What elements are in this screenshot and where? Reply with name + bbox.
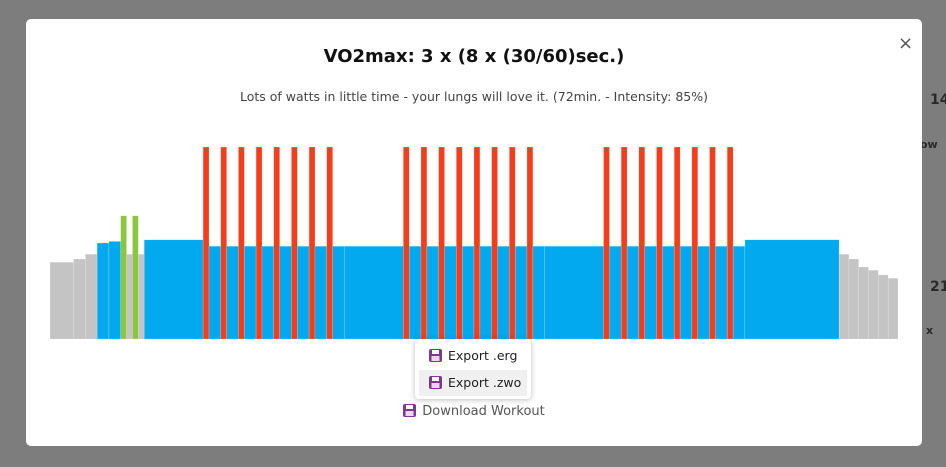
workout-segment — [138, 253, 145, 340]
workout-segment — [887, 277, 899, 340]
workout-segment — [85, 253, 98, 340]
workout-segment — [73, 258, 86, 340]
workout-segment — [638, 146, 646, 340]
workout-segment — [461, 245, 475, 340]
workout-segment — [426, 245, 439, 340]
workout-segment — [226, 245, 239, 340]
workout-segment — [514, 245, 528, 340]
workout-segment — [532, 245, 545, 340]
modal-description: Lots of watts in little time - your lung… — [240, 89, 708, 104]
workout-segment — [544, 245, 604, 340]
workout-segment — [526, 146, 534, 340]
bg-label: ow — [920, 138, 938, 151]
floppy-icon — [403, 404, 417, 417]
workout-segment — [403, 146, 410, 340]
workout-segment — [609, 245, 622, 340]
close-button[interactable]: × — [898, 33, 914, 54]
workout-segment — [208, 245, 222, 340]
workout-segment — [261, 245, 275, 340]
workout-segment — [444, 245, 457, 340]
bg-label: x — [926, 324, 934, 337]
workout-segment — [297, 245, 310, 340]
export-menu: Export .erg Export .zwo — [415, 339, 531, 399]
menu-label: Export .zwo — [448, 375, 522, 390]
workout-segment — [332, 245, 345, 340]
workout-segment — [691, 146, 699, 340]
workout-segment — [314, 245, 328, 340]
workout-segment — [96, 242, 110, 340]
workout-segment — [878, 274, 889, 340]
workout-segment — [744, 239, 840, 340]
workout-segment — [497, 245, 510, 340]
workout-segment — [132, 215, 139, 340]
workout-segment — [49, 261, 74, 340]
floppy-icon — [429, 376, 442, 389]
download-label: Download Workout — [422, 404, 545, 419]
menu-label: Export .erg — [448, 348, 518, 363]
workout-segment — [308, 146, 316, 340]
workout-segment — [673, 146, 681, 340]
workout-segment — [644, 245, 657, 340]
workout-segment — [656, 146, 663, 340]
workout-segment — [491, 146, 498, 340]
workout-segment — [108, 241, 121, 340]
workout-segment — [120, 215, 127, 340]
workout-segment — [438, 146, 445, 340]
workout-segment — [479, 245, 492, 340]
workout-segment — [143, 239, 204, 340]
export-erg[interactable]: Export .erg — [419, 343, 527, 369]
workout-segment — [838, 253, 850, 340]
bg-label: 14 — [930, 92, 946, 108]
workout-segment — [697, 245, 710, 340]
workout-segment — [291, 146, 298, 340]
workout-segment — [273, 146, 280, 340]
workout-segment — [732, 245, 746, 340]
workout-segment — [858, 266, 869, 340]
workout-segment — [420, 146, 428, 340]
floppy-icon — [429, 349, 442, 362]
workout-segment — [715, 245, 728, 340]
workout-segment — [126, 253, 133, 340]
workout-segment — [662, 245, 675, 340]
workout-segment — [244, 245, 257, 340]
workout-segment — [509, 146, 516, 340]
workout-segment — [279, 245, 292, 340]
workout-segment — [473, 146, 481, 340]
workout-segment — [408, 245, 422, 340]
workout-segment — [456, 146, 463, 340]
workout-segment — [603, 146, 610, 340]
workout-segment — [709, 146, 716, 340]
modal-title: VO2max: 3 x (8 x (30/60)sec.) — [323, 46, 625, 67]
workout-segment — [220, 146, 227, 340]
workout-segment — [620, 146, 628, 340]
workout-segment — [848, 258, 859, 340]
export-zwo[interactable]: Export .zwo — [419, 370, 527, 396]
download-button[interactable]: Download Workout — [26, 404, 922, 419]
workout-segment — [726, 146, 734, 340]
workout-segment — [238, 146, 245, 340]
workout-segment — [255, 146, 263, 340]
workout-segment — [868, 269, 879, 340]
workout-segment — [326, 146, 333, 340]
workout-segment — [679, 245, 693, 340]
workout-segment — [344, 245, 404, 340]
modal: VO2max: 3 x (8 x (30/60)sec.) Lots of wa… — [26, 19, 922, 446]
workout-segment — [202, 146, 210, 340]
workout-segment — [626, 245, 640, 340]
workout-chart — [49, 146, 899, 340]
bg-label: 21 — [930, 279, 946, 295]
